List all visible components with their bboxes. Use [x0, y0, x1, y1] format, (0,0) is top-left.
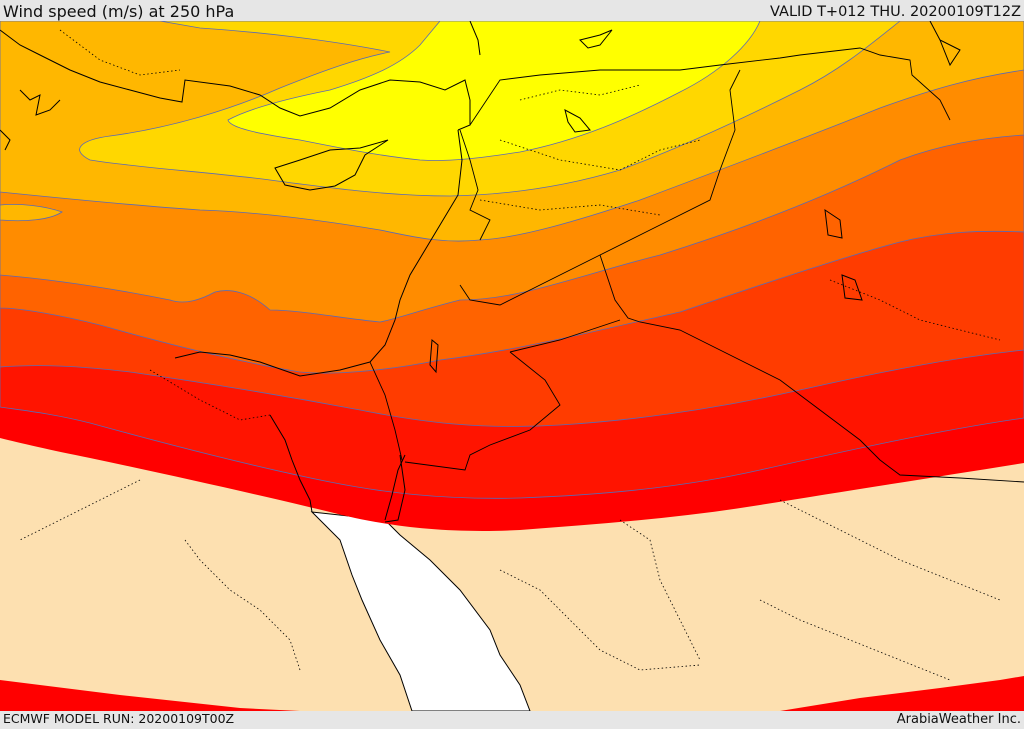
- province-borders: [19, 29, 1001, 681]
- dotted-2: [499, 139, 701, 171]
- dotted-11: [519, 84, 641, 101]
- valid-time: VALID T+012 THU. 20200109T12Z: [770, 4, 1021, 20]
- lake-van: [564, 109, 591, 133]
- dotted-1: [59, 29, 181, 76]
- dotted-6: [184, 539, 301, 671]
- black-sea-edge: [469, 21, 481, 56]
- turkey-coast: [0, 29, 471, 131]
- band-ffb700-west-pocket: [0, 204, 63, 222]
- caspian-coast: [929, 21, 961, 67]
- dead-sea: [429, 338, 439, 374]
- dotted-4: [149, 369, 271, 421]
- country-borders: [369, 47, 1024, 483]
- dotted-9: [779, 499, 1001, 601]
- dotted-7: [499, 569, 701, 671]
- model-run-label: ECMWF MODEL RUN: 20200109T00Z: [3, 711, 235, 726]
- aegean-isles: [0, 89, 61, 151]
- band-south-east: [780, 676, 1024, 711]
- red-sea: [310, 511, 531, 711]
- dotted-8: [619, 519, 701, 661]
- coastlines: [0, 21, 961, 523]
- egypt-coast: [174, 351, 371, 377]
- header-bar: [0, 0, 1024, 21]
- gulf-aqaba: [384, 454, 406, 523]
- border-3: [599, 254, 1024, 483]
- map-title: Wind speed (m/s) at 250 hPa: [3, 2, 235, 21]
- border-6: [459, 129, 491, 241]
- lake-urmia: [579, 29, 613, 49]
- footer-bar: [0, 711, 1024, 729]
- band-ffff00: [227, 21, 761, 161]
- border-1: [469, 47, 951, 126]
- credit-label: ArabiaWeather Inc.: [896, 712, 1021, 727]
- cyprus: [274, 139, 389, 191]
- iraq-lakes: [824, 208, 863, 301]
- border-2: [459, 69, 741, 306]
- band-south-west: [0, 680, 300, 711]
- levant-coast: [369, 129, 463, 363]
- wind-speed-map: [0, 21, 1024, 711]
- border-4: [404, 319, 621, 471]
- border-5: [369, 361, 403, 461]
